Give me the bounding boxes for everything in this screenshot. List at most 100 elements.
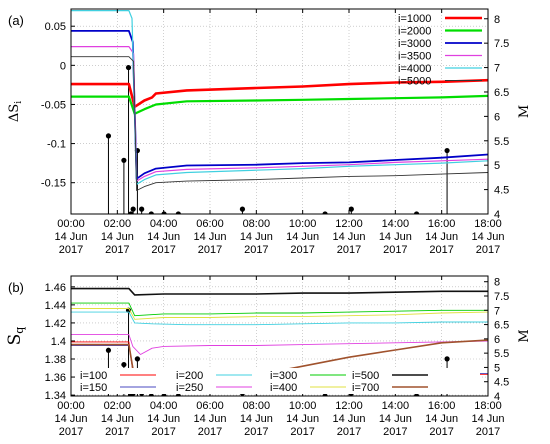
x-tick-label-time: 14:00 (382, 400, 410, 412)
earthquake-dot (413, 211, 420, 214)
y-tick-label: 1.44 (45, 300, 66, 312)
earthquake-dot (105, 133, 112, 139)
y-tick-label: 1.36 (45, 372, 66, 384)
x-tick-label-time: 06:00 (196, 400, 224, 412)
x-tick-label-year: 2017 (244, 244, 268, 256)
x-tick-label-time: 04:00 (150, 400, 178, 412)
y-tick-label: 1.42 (45, 318, 66, 330)
x-tick-label-year: 2017 (337, 426, 361, 438)
y-tick-label: -0.15 (41, 178, 66, 190)
series-lines (71, 10, 488, 191)
earthquake-dot (239, 206, 246, 212)
y-tick-label: 0 (60, 60, 66, 72)
y2-tick-label: 5 (494, 160, 500, 172)
earthquake-dot (444, 147, 450, 154)
earthquake-dot (322, 393, 328, 396)
y2-tick-label: 5.5 (494, 348, 509, 360)
y2-tick-label: 7 (494, 305, 500, 317)
x-tick-label-date: 14 Jun (286, 413, 319, 425)
y2-tick-label: 5.5 (494, 136, 509, 148)
earthquake-dot (134, 356, 141, 362)
x-tick-label-date: 14 Jun (379, 231, 412, 243)
x-tick-label-year: 2017 (429, 426, 453, 438)
y-tick-label: 1.34 (45, 390, 66, 402)
legend-label: i=150 (80, 382, 107, 394)
x-tick-label-date: 14 Jun (471, 231, 504, 243)
x-tick-label-date: 14 Jun (101, 413, 134, 425)
legend-label: i=5000 (398, 76, 431, 88)
series-line-i-2000 (71, 94, 488, 115)
earthquake-dot (175, 211, 181, 214)
y-tick-label: 1.4 (51, 336, 66, 348)
x-tick-label-date: 14 Jun (425, 413, 458, 425)
x-tick-label-year: 2017 (244, 426, 268, 438)
x-tick-label-date: 14 Jun (147, 413, 180, 425)
x-tick-label-time: 14:00 (382, 218, 410, 230)
x-tick-label-time: 18:00 (474, 218, 502, 230)
x-tick-label-year: 2017 (198, 244, 222, 256)
series-line-i-300 (71, 302, 488, 317)
x-tick-label-date: 14 Jun (54, 231, 87, 243)
earthquake-dot (125, 307, 132, 313)
x-tick-label-year: 2017 (198, 426, 222, 438)
y2-tick-label: 6 (494, 111, 500, 123)
x-tick-label-time: 12:00 (335, 218, 363, 230)
x-tick-label-time: 12:00 (335, 400, 363, 412)
y2-tick-label: 7 (494, 63, 500, 75)
series-line-i-5000 (71, 56, 488, 191)
y2-tick-label: 4.5 (494, 185, 509, 197)
y2-tick-label: 4 (494, 391, 500, 403)
y-tick-label: 1.38 (45, 354, 66, 366)
x-tick-label-time: 00:00 (57, 400, 85, 412)
y2-tick-label: 5 (494, 362, 500, 374)
y2-axis-title: M (517, 329, 532, 342)
y2-tick-label: 6 (494, 334, 500, 346)
x-tick-label-time: 08:00 (243, 218, 271, 230)
x-tick-label-date: 14 Jun (193, 231, 226, 243)
x-tick-label-time: 06:00 (196, 218, 224, 230)
x-tick-label-year: 2017 (429, 244, 453, 256)
x-tick-label-time: 16:00 (428, 400, 456, 412)
legend-label: i=700 (352, 382, 379, 394)
earthquake-dot (121, 157, 127, 163)
x-tick-label-date: 14 Jun (332, 231, 365, 243)
y2-tick-label: 4.5 (494, 377, 509, 389)
y2-tick-label: 4 (494, 209, 500, 221)
y-axis-title-main: ΔS (7, 104, 22, 122)
earthquake-dot (348, 206, 354, 212)
series-line-i-4000 (71, 10, 488, 185)
x-tick-label-year: 2017 (151, 426, 175, 438)
x-tick-label-year: 2017 (59, 244, 83, 256)
legend-label: i=3500 (398, 51, 431, 63)
x-tick-label-date: 14 Jun (101, 231, 134, 243)
x-tick-label-time: 16:00 (428, 218, 456, 230)
x-tick-label-date: 14 Jun (240, 413, 273, 425)
x-tick-label-time: 02:00 (104, 400, 132, 412)
x-tick-label-date: 14 Jun (379, 413, 412, 425)
x-tick-label-year: 2017 (290, 244, 314, 256)
x-tick-label-time: 10:00 (289, 400, 317, 412)
panel-label: (b) (8, 280, 24, 295)
x-tick-label-date: 14 Jun (286, 231, 319, 243)
y-tick-label: 0.05 (45, 21, 66, 33)
earthquake-markers (105, 64, 450, 214)
series-line-i-400 (71, 308, 488, 320)
x-tick-label-year: 2017 (105, 426, 129, 438)
earthquake-dot (175, 393, 181, 396)
y2-tick-label: 7.5 (494, 291, 509, 303)
x-tick-label-year: 2017 (476, 244, 500, 256)
x-tick-label-year: 2017 (151, 244, 175, 256)
y-tick-label: 1.46 (45, 282, 66, 294)
x-tick-label-time: 18:00 (474, 400, 502, 412)
legend-label: i=500 (352, 370, 379, 382)
legend-background (76, 368, 480, 394)
x-tick-label-year: 2017 (337, 244, 361, 256)
panel-label: (a) (8, 13, 24, 28)
y-axis-title: Sq (5, 327, 26, 346)
earthquake-dot (130, 206, 136, 212)
y2-axis-title: M (517, 105, 532, 118)
legend-label: i=2000 (398, 26, 431, 38)
